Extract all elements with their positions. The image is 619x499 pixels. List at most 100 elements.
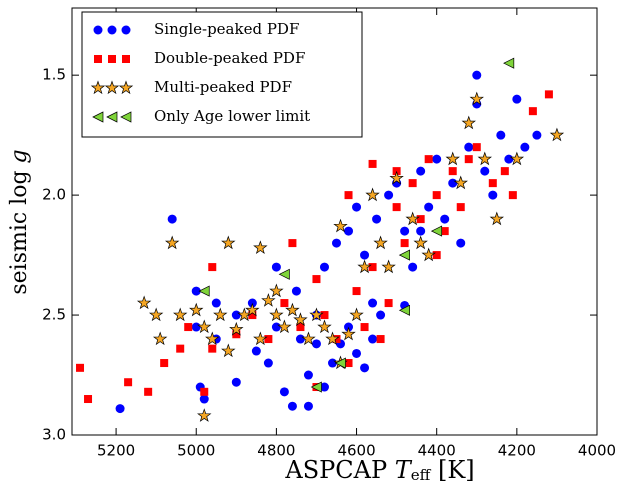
- y-tick-label: 2.5: [42, 306, 66, 324]
- point: [136, 295, 152, 310]
- point: [432, 191, 441, 200]
- point: [496, 130, 506, 140]
- point: [344, 191, 353, 200]
- legend-label: Double-peaked PDF: [154, 49, 305, 67]
- legend-marker: [93, 25, 103, 35]
- point: [303, 370, 313, 380]
- point: [167, 214, 177, 224]
- point: [164, 235, 180, 250]
- point: [405, 211, 420, 226]
- x-label-unit: [K]: [438, 456, 475, 484]
- point: [295, 334, 305, 344]
- point: [197, 319, 212, 334]
- y-label-symbol: log: [7, 170, 32, 204]
- point: [211, 298, 221, 308]
- legend-marker: [121, 25, 131, 35]
- point: [319, 382, 329, 392]
- point: [200, 387, 209, 396]
- plot-area: [76, 57, 565, 422]
- point: [191, 322, 201, 332]
- point: [376, 310, 386, 320]
- point: [416, 166, 426, 176]
- point: [277, 319, 292, 334]
- point: [341, 326, 356, 341]
- point: [334, 357, 346, 369]
- point: [544, 90, 553, 99]
- point: [344, 359, 353, 368]
- point: [231, 377, 241, 387]
- legend-marker: [94, 55, 102, 63]
- point: [229, 321, 244, 336]
- legend-label: Only Age lower limit: [154, 107, 310, 125]
- point: [208, 263, 217, 272]
- point: [176, 344, 185, 353]
- point: [198, 285, 210, 297]
- point: [261, 293, 276, 307]
- point: [231, 310, 241, 320]
- point: [213, 307, 228, 322]
- point: [413, 235, 428, 250]
- point: [271, 262, 281, 272]
- point: [532, 130, 542, 140]
- point: [512, 94, 522, 104]
- point: [464, 155, 473, 164]
- point: [344, 226, 354, 236]
- point: [312, 275, 321, 284]
- point: [472, 143, 481, 152]
- point: [368, 159, 377, 168]
- point: [480, 166, 490, 176]
- point: [357, 259, 372, 274]
- point: [424, 155, 433, 164]
- legend-marker: [118, 80, 134, 95]
- point: [291, 286, 301, 296]
- point: [398, 304, 410, 316]
- point: [199, 394, 209, 404]
- point: [365, 187, 380, 202]
- x-tick-label: 4400: [418, 442, 456, 460]
- point: [160, 359, 169, 368]
- point: [416, 215, 425, 224]
- point: [253, 240, 268, 255]
- point: [488, 190, 498, 200]
- point: [373, 235, 388, 250]
- point: [503, 57, 515, 69]
- point: [221, 343, 236, 358]
- legend-marker: [90, 80, 106, 95]
- legend-marker: [92, 111, 104, 123]
- x-axis-label: ASPCAP Teff [K]: [284, 456, 474, 489]
- point: [263, 358, 273, 368]
- point: [84, 395, 93, 404]
- x-tick-label: 4200: [498, 442, 536, 460]
- point: [448, 167, 457, 176]
- point: [430, 225, 443, 237]
- point: [360, 250, 370, 260]
- point: [319, 262, 329, 272]
- point: [489, 211, 505, 226]
- point: [320, 311, 329, 320]
- point: [440, 227, 449, 236]
- point: [352, 287, 361, 296]
- point: [416, 226, 426, 236]
- point: [448, 178, 458, 188]
- point: [352, 348, 362, 358]
- point: [197, 408, 212, 422]
- point: [232, 330, 241, 339]
- point: [376, 335, 385, 344]
- legend-label: Multi-peaked PDF: [154, 78, 292, 96]
- legend-marker: [120, 111, 132, 123]
- point: [384, 190, 394, 200]
- y-axis-label: seismic log g: [7, 149, 32, 294]
- legend-marker: [107, 25, 117, 35]
- point: [549, 127, 565, 142]
- legend-marker: [106, 111, 118, 123]
- point: [253, 331, 268, 346]
- point: [461, 115, 476, 130]
- point: [352, 202, 362, 212]
- y-label-variable: g: [7, 149, 32, 163]
- point: [368, 263, 377, 272]
- x-tick-label: 5000: [177, 442, 215, 460]
- x-label-text: ASPCAP: [284, 456, 387, 484]
- point: [349, 307, 364, 322]
- point: [309, 307, 324, 322]
